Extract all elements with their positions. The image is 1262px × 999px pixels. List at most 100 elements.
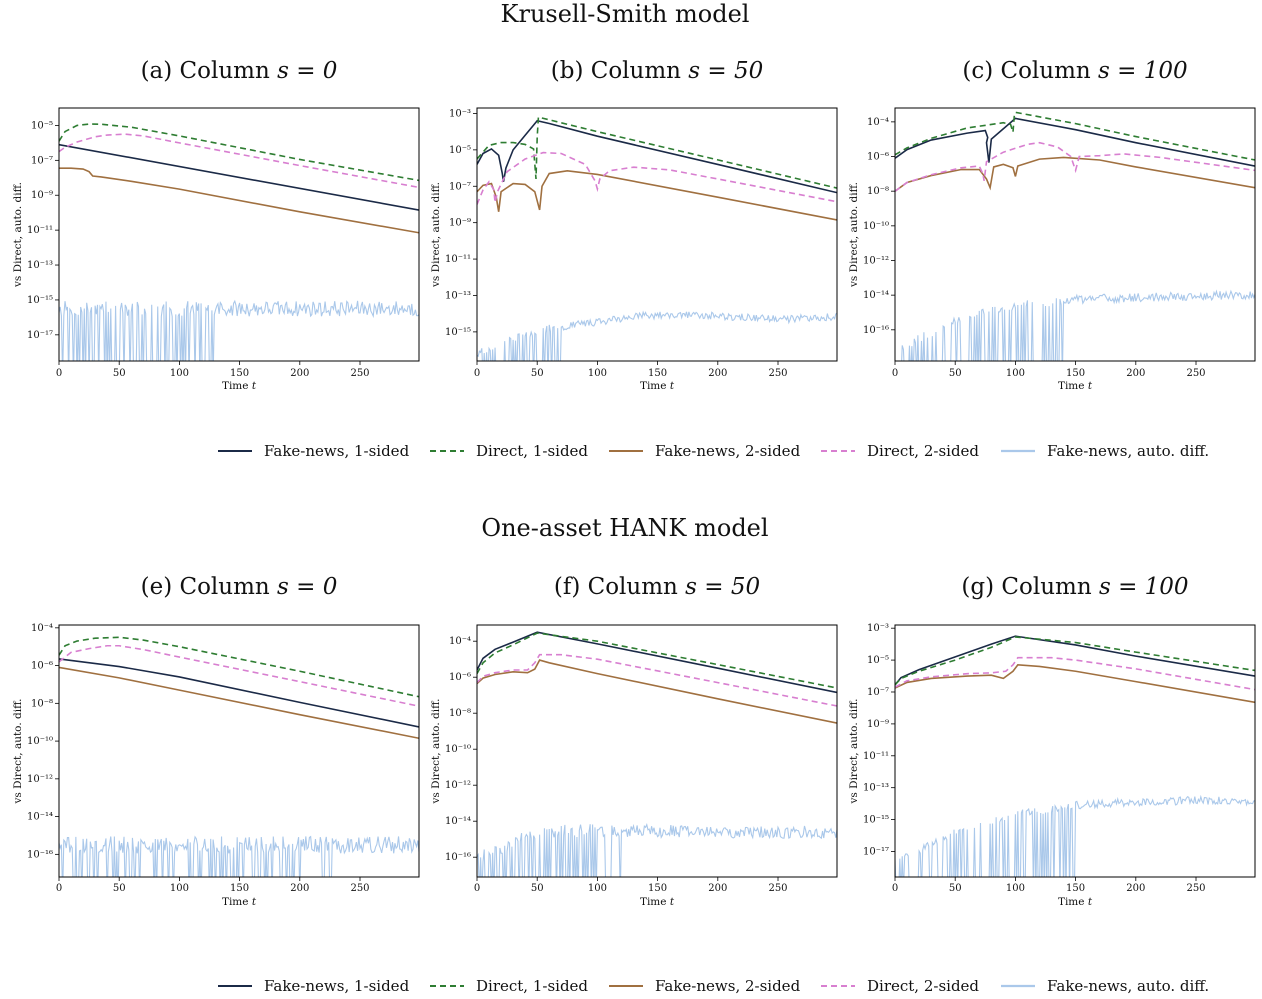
legend-label: Fake-news, auto. diff. — [1047, 977, 1209, 995]
section-title-krusell-smith: Krusell-Smith model — [501, 0, 750, 28]
y-tick-label: 10⁻¹² — [27, 774, 53, 785]
legend-label: Fake-news, 2-sided — [655, 977, 801, 995]
series-line-direct-1-sided — [59, 637, 419, 696]
y-tick-label: 10⁻¹³ — [863, 783, 889, 794]
y-tick-label: 10⁻¹¹ — [27, 225, 53, 236]
y-axis-label: vs Direct, auto. diff. — [430, 182, 442, 288]
y-tick-label: 10⁻¹² — [445, 780, 471, 791]
x-axis-label: Time t — [1058, 896, 1093, 908]
y-tick-label: 10⁻¹⁰ — [27, 736, 53, 747]
y-tick-label: 10⁻¹⁵ — [445, 327, 471, 338]
x-tick-label: 200 — [1126, 368, 1145, 379]
series-line-direct-2-sided — [895, 143, 1255, 192]
plot-frame — [477, 108, 837, 361]
y-tick-label: 10⁻¹⁴ — [27, 812, 53, 823]
legend-label: Direct, 1-sided — [476, 977, 588, 995]
y-tick-label: 10⁻⁴ — [31, 623, 53, 634]
legend-label: Direct, 2-sided — [867, 442, 979, 460]
y-tick-label: 10⁻⁸ — [867, 186, 889, 197]
x-tick-label: 100 — [588, 368, 607, 379]
panel-title: (e) Column s = 0 — [141, 574, 338, 600]
y-tick-label: 10⁻¹⁴ — [445, 816, 471, 827]
y-tick-label: 10⁻⁸ — [31, 698, 53, 709]
legend-item: Direct, 1-sided — [430, 977, 588, 995]
panel-title: (a) Column s = 0 — [141, 58, 338, 84]
y-tick-label: 10⁻⁵ — [867, 655, 889, 666]
legend-label: Fake-news, auto. diff. — [1047, 442, 1209, 460]
y-tick-label: 10⁻⁴ — [449, 636, 471, 647]
y-tick-label: 10⁻¹⁷ — [27, 330, 53, 341]
y-tick-label: 10⁻¹⁶ — [27, 849, 53, 860]
x-tick-label: 50 — [113, 883, 126, 894]
y-tick-label: 10⁻¹¹ — [863, 751, 889, 762]
x-tick-label: 250 — [768, 368, 787, 379]
x-tick-label: 250 — [350, 368, 369, 379]
x-tick-label: 50 — [113, 368, 126, 379]
series-line-direct-2-sided — [59, 646, 419, 706]
x-tick-label: 0 — [56, 368, 62, 379]
y-tick-label: 10⁻¹⁶ — [445, 852, 471, 863]
y-tick-label: 10⁻¹² — [863, 255, 889, 266]
section-title-one-asset-hank: One-asset HANK model — [481, 514, 768, 542]
x-tick-label: 100 — [170, 368, 189, 379]
legend-label: Fake-news, 1-sided — [264, 977, 410, 995]
panel-title: (f) Column s = 50 — [554, 574, 760, 600]
series-line-direct-1-sided — [59, 124, 419, 180]
panel-e: (e) Column s = 0 0 50 100 150 200 250 10⁻¹⁶ 10⁻¹… — [12, 574, 419, 908]
x-tick-label: 100 — [1006, 883, 1025, 894]
y-tick-label: 10⁻¹⁷ — [863, 846, 889, 857]
y-tick-label: 10⁻⁷ — [867, 687, 889, 698]
x-tick-label: 100 — [1006, 368, 1025, 379]
x-tick-label: 150 — [648, 883, 667, 894]
legend-item: Fake-news, auto. diff. — [1001, 442, 1209, 460]
x-axis-label: Time t — [222, 380, 257, 392]
y-axis-label: vs Direct, auto. diff. — [848, 182, 860, 288]
x-tick-label: 200 — [290, 883, 309, 894]
y-tick-label: 10⁻¹⁰ — [863, 221, 889, 232]
legend-label: Direct, 1-sided — [476, 442, 588, 460]
y-tick-label: 10⁻¹³ — [27, 260, 53, 271]
panel-c: (c) Column s = 1000 50 100 150 200 25010⁻¹⁶10… — [848, 58, 1255, 392]
series-line-fake-news-2-sided — [895, 665, 1255, 702]
x-tick-label: 50 — [949, 368, 962, 379]
y-tick-label: 10⁻⁵ — [31, 120, 53, 131]
y-tick-label: 10⁻¹³ — [445, 290, 471, 301]
series-line-direct-2-sided — [895, 658, 1255, 690]
x-tick-label: 150 — [1066, 883, 1085, 894]
series-line-fake-news-1-sided — [477, 632, 837, 692]
panel-title: (g) Column s = 100 — [961, 574, 1188, 600]
y-tick-label: 10⁻⁶ — [449, 672, 471, 683]
y-axis-label: vs Direct, auto. diff. — [430, 699, 442, 805]
x-tick-label: 250 — [350, 883, 369, 894]
y-tick-label: 10⁻⁹ — [449, 218, 471, 229]
x-tick-label: 100 — [170, 883, 189, 894]
x-axis-label: Time t — [1058, 380, 1093, 392]
y-axis-label: vs Direct, auto. diff. — [848, 699, 860, 805]
series-line-fake-news-2-sided — [477, 660, 837, 723]
y-tick-label: 10⁻⁷ — [31, 155, 53, 166]
panel-b: (b) Column s = 500 50 100 150 200 25010⁻¹⁵10⁻… — [430, 58, 837, 392]
x-tick-label: 150 — [1066, 368, 1085, 379]
y-tick-label: 10⁻¹⁶ — [863, 325, 889, 336]
legend-label: Direct, 2-sided — [867, 977, 979, 995]
y-tick-label: 10⁻¹⁴ — [863, 290, 889, 301]
y-tick-label: 10⁻⁴ — [867, 117, 889, 128]
x-tick-label: 0 — [892, 368, 898, 379]
x-tick-label: 250 — [1186, 368, 1205, 379]
x-axis-label: Time t — [640, 380, 675, 392]
series-line-fake-news-2-sided — [59, 667, 419, 738]
series-line-fake-news-1-sided — [477, 121, 837, 193]
y-tick-label: 10⁻³ — [449, 108, 471, 119]
x-tick-label: 200 — [708, 883, 727, 894]
legend-item: Direct, 1-sided — [430, 442, 588, 460]
legend-item: Direct, 2-sided — [821, 977, 979, 995]
y-tick-label: 10⁻¹⁵ — [863, 815, 889, 826]
y-tick-label: 10⁻¹⁵ — [27, 295, 53, 306]
y-tick-label: 10⁻⁷ — [449, 181, 471, 192]
x-tick-label: 0 — [474, 368, 480, 379]
x-tick-label: 50 — [531, 883, 544, 894]
y-tick-label: 10⁻³ — [867, 623, 889, 634]
series-line-fake-news-2-sided — [895, 157, 1255, 191]
x-tick-label: 250 — [768, 883, 787, 894]
